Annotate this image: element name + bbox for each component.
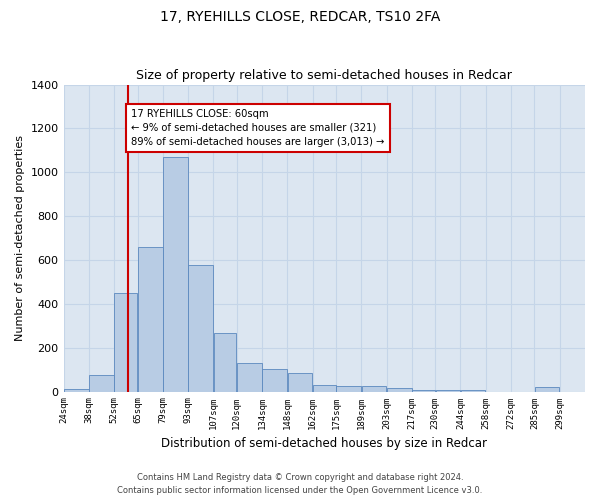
Y-axis label: Number of semi-detached properties: Number of semi-detached properties xyxy=(15,135,25,341)
Bar xyxy=(115,293,137,392)
Bar xyxy=(436,390,460,392)
Bar xyxy=(214,334,236,392)
Title: Size of property relative to semi-detached houses in Redcar: Size of property relative to semi-detach… xyxy=(136,69,512,82)
X-axis label: Distribution of semi-detached houses by size in Redcar: Distribution of semi-detached houses by … xyxy=(161,437,487,450)
Text: Contains HM Land Registry data © Crown copyright and database right 2024.
Contai: Contains HM Land Registry data © Crown c… xyxy=(118,473,482,495)
Text: 17, RYEHILLS CLOSE, REDCAR, TS10 2FA: 17, RYEHILLS CLOSE, REDCAR, TS10 2FA xyxy=(160,10,440,24)
Bar xyxy=(262,368,287,392)
Bar xyxy=(163,157,188,392)
Bar xyxy=(461,390,485,392)
Bar xyxy=(336,386,361,392)
Bar xyxy=(89,375,114,392)
Bar xyxy=(237,363,262,392)
Bar xyxy=(535,387,559,392)
Bar xyxy=(188,266,213,392)
Bar xyxy=(287,373,312,392)
Text: 17 RYEHILLS CLOSE: 60sqm
← 9% of semi-detached houses are smaller (321)
89% of s: 17 RYEHILLS CLOSE: 60sqm ← 9% of semi-de… xyxy=(131,108,385,146)
Bar xyxy=(313,385,336,392)
Bar xyxy=(64,390,89,392)
Bar xyxy=(138,247,163,392)
Bar xyxy=(362,386,386,392)
Bar xyxy=(412,390,435,392)
Bar xyxy=(387,388,412,392)
